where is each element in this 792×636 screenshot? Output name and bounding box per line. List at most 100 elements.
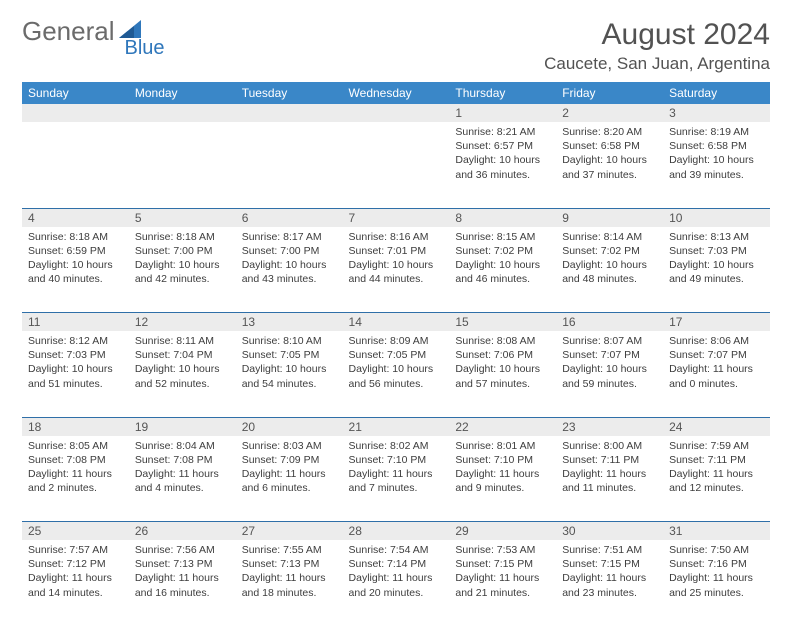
sunset-text: Sunset: 7:15 PM: [455, 557, 550, 571]
sunset-text: Sunset: 7:03 PM: [669, 244, 764, 258]
day-number: 27: [236, 522, 343, 541]
day-cell: Sunrise: 8:08 AMSunset: 7:06 PMDaylight:…: [449, 331, 556, 417]
sunrise-text: Sunrise: 8:18 AM: [28, 230, 123, 244]
daylight-text: Daylight: 11 hours and 21 minutes.: [455, 571, 550, 599]
day-cell-body: Sunrise: 7:51 AMSunset: 7:15 PMDaylight:…: [556, 540, 663, 604]
sunrise-text: Sunrise: 7:53 AM: [455, 543, 550, 557]
day-cell-body: Sunrise: 7:56 AMSunset: 7:13 PMDaylight:…: [129, 540, 236, 604]
daylight-text: Daylight: 11 hours and 4 minutes.: [135, 467, 230, 495]
day-cell-body: Sunrise: 7:50 AMSunset: 7:16 PMDaylight:…: [663, 540, 770, 604]
sunrise-text: Sunrise: 7:54 AM: [349, 543, 444, 557]
day-number: 16: [556, 313, 663, 332]
day-cell: Sunrise: 7:51 AMSunset: 7:15 PMDaylight:…: [556, 540, 663, 626]
sunrise-text: Sunrise: 8:18 AM: [135, 230, 230, 244]
day-cell: Sunrise: 7:50 AMSunset: 7:16 PMDaylight:…: [663, 540, 770, 626]
day-cell: Sunrise: 8:06 AMSunset: 7:07 PMDaylight:…: [663, 331, 770, 417]
sunrise-text: Sunrise: 8:17 AM: [242, 230, 337, 244]
day-cell-body: Sunrise: 8:14 AMSunset: 7:02 PMDaylight:…: [556, 227, 663, 291]
daylight-text: Daylight: 10 hours and 40 minutes.: [28, 258, 123, 286]
daylight-text: Daylight: 10 hours and 52 minutes.: [135, 362, 230, 390]
day-cell-body: Sunrise: 8:04 AMSunset: 7:08 PMDaylight:…: [129, 436, 236, 500]
daylight-text: Daylight: 11 hours and 7 minutes.: [349, 467, 444, 495]
day-cell-body: Sunrise: 8:15 AMSunset: 7:02 PMDaylight:…: [449, 227, 556, 291]
calendar-page: General Blue August 2024 Caucete, San Ju…: [0, 0, 792, 636]
day-cell-body: Sunrise: 8:20 AMSunset: 6:58 PMDaylight:…: [556, 122, 663, 186]
day-cell-body: [343, 122, 450, 129]
daylight-text: Daylight: 10 hours and 59 minutes.: [562, 362, 657, 390]
daylight-text: Daylight: 10 hours and 51 minutes.: [28, 362, 123, 390]
daylight-text: Daylight: 10 hours and 56 minutes.: [349, 362, 444, 390]
day-cell: Sunrise: 8:11 AMSunset: 7:04 PMDaylight:…: [129, 331, 236, 417]
daylight-text: Daylight: 10 hours and 44 minutes.: [349, 258, 444, 286]
weekday-header: Monday: [129, 82, 236, 104]
daylight-text: Daylight: 11 hours and 0 minutes.: [669, 362, 764, 390]
sunset-text: Sunset: 7:07 PM: [562, 348, 657, 362]
sunset-text: Sunset: 7:00 PM: [242, 244, 337, 258]
day-cell-body: Sunrise: 8:07 AMSunset: 7:07 PMDaylight:…: [556, 331, 663, 395]
day-number: [343, 104, 450, 122]
sunset-text: Sunset: 7:07 PM: [669, 348, 764, 362]
sunset-text: Sunset: 7:10 PM: [455, 453, 550, 467]
daylight-text: Daylight: 10 hours and 54 minutes.: [242, 362, 337, 390]
weekday-header: Wednesday: [343, 82, 450, 104]
day-cell: Sunrise: 8:09 AMSunset: 7:05 PMDaylight:…: [343, 331, 450, 417]
sunset-text: Sunset: 7:14 PM: [349, 557, 444, 571]
daylight-text: Daylight: 10 hours and 48 minutes.: [562, 258, 657, 286]
sunrise-text: Sunrise: 8:07 AM: [562, 334, 657, 348]
week-row: Sunrise: 8:18 AMSunset: 6:59 PMDaylight:…: [22, 227, 770, 313]
sunrise-text: Sunrise: 8:15 AM: [455, 230, 550, 244]
sunset-text: Sunset: 7:09 PM: [242, 453, 337, 467]
day-number: 11: [22, 313, 129, 332]
daylight-text: Daylight: 10 hours and 36 minutes.: [455, 153, 550, 181]
day-number: 28: [343, 522, 450, 541]
sunrise-text: Sunrise: 8:08 AM: [455, 334, 550, 348]
day-number: 30: [556, 522, 663, 541]
sunset-text: Sunset: 7:02 PM: [455, 244, 550, 258]
brand-word-2: Blue: [125, 38, 165, 58]
day-cell: Sunrise: 7:55 AMSunset: 7:13 PMDaylight:…: [236, 540, 343, 626]
sunset-text: Sunset: 7:04 PM: [135, 348, 230, 362]
daylight-text: Daylight: 10 hours and 49 minutes.: [669, 258, 764, 286]
daylight-text: Daylight: 10 hours and 39 minutes.: [669, 153, 764, 181]
sunset-text: Sunset: 6:57 PM: [455, 139, 550, 153]
day-cell: Sunrise: 8:17 AMSunset: 7:00 PMDaylight:…: [236, 227, 343, 313]
title-block: August 2024 Caucete, San Juan, Argentina: [544, 18, 770, 74]
day-cell-body: Sunrise: 8:01 AMSunset: 7:10 PMDaylight:…: [449, 436, 556, 500]
day-number-row: 25262728293031: [22, 522, 770, 541]
day-cell: Sunrise: 8:18 AMSunset: 6:59 PMDaylight:…: [22, 227, 129, 313]
day-cell-body: [22, 122, 129, 129]
day-cell-body: Sunrise: 8:08 AMSunset: 7:06 PMDaylight:…: [449, 331, 556, 395]
sunset-text: Sunset: 7:11 PM: [669, 453, 764, 467]
daylight-text: Daylight: 11 hours and 12 minutes.: [669, 467, 764, 495]
daylight-text: Daylight: 10 hours and 43 minutes.: [242, 258, 337, 286]
day-number: 15: [449, 313, 556, 332]
day-cell: Sunrise: 8:12 AMSunset: 7:03 PMDaylight:…: [22, 331, 129, 417]
weekday-header: Saturday: [663, 82, 770, 104]
day-number: 13: [236, 313, 343, 332]
day-number: 9: [556, 208, 663, 227]
day-number: 1: [449, 104, 556, 122]
day-cell: Sunrise: 7:57 AMSunset: 7:12 PMDaylight:…: [22, 540, 129, 626]
day-cell: Sunrise: 8:16 AMSunset: 7:01 PMDaylight:…: [343, 227, 450, 313]
day-number: 20: [236, 417, 343, 436]
day-cell: Sunrise: 8:10 AMSunset: 7:05 PMDaylight:…: [236, 331, 343, 417]
sunrise-text: Sunrise: 8:01 AM: [455, 439, 550, 453]
day-cell-body: Sunrise: 7:57 AMSunset: 7:12 PMDaylight:…: [22, 540, 129, 604]
daylight-text: Daylight: 11 hours and 2 minutes.: [28, 467, 123, 495]
sunrise-text: Sunrise: 7:59 AM: [669, 439, 764, 453]
day-number: 3: [663, 104, 770, 122]
sunrise-text: Sunrise: 7:50 AM: [669, 543, 764, 557]
week-row: Sunrise: 8:12 AMSunset: 7:03 PMDaylight:…: [22, 331, 770, 417]
weekday-header: Tuesday: [236, 82, 343, 104]
day-number: 2: [556, 104, 663, 122]
day-cell: [129, 122, 236, 208]
day-cell: Sunrise: 8:18 AMSunset: 7:00 PMDaylight:…: [129, 227, 236, 313]
day-cell-body: Sunrise: 7:54 AMSunset: 7:14 PMDaylight:…: [343, 540, 450, 604]
sunset-text: Sunset: 7:11 PM: [562, 453, 657, 467]
daylight-text: Daylight: 11 hours and 16 minutes.: [135, 571, 230, 599]
day-cell-body: Sunrise: 8:17 AMSunset: 7:00 PMDaylight:…: [236, 227, 343, 291]
sunset-text: Sunset: 6:58 PM: [669, 139, 764, 153]
sunset-text: Sunset: 7:02 PM: [562, 244, 657, 258]
sunset-text: Sunset: 7:08 PM: [28, 453, 123, 467]
sunrise-text: Sunrise: 8:03 AM: [242, 439, 337, 453]
